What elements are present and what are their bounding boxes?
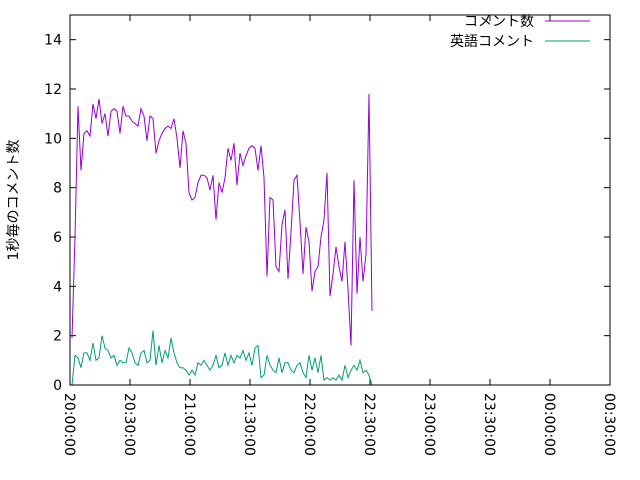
y-tick-label: 2 [53,329,62,345]
legend-label: コメント数 [464,14,534,30]
plot-frame [69,14,611,386]
y-tick-label: 14 [44,33,62,49]
y-tick-label: 6 [53,230,62,246]
y-tick-label: 10 [44,131,62,147]
x-tick-label: 22:30:00 [361,393,377,456]
x-tick-label: 00:00:00 [541,393,557,456]
series-layer [71,93,373,386]
y-tick-label: 0 [53,378,62,394]
x-tick-label: 20:00:00 [61,393,77,456]
x-tick-label: 21:00:00 [181,393,197,456]
y-tick-label: 12 [44,82,62,98]
series-line-1 [71,330,373,386]
series-line-0 [71,93,373,346]
x-axis-ticks: 20:00:00 20:30:00 21:00:00 21:30:00 22:00:00… [61,15,617,456]
y-tick-label: 4 [53,279,62,295]
x-tick-label: 20:30:00 [121,393,137,456]
x-tick-label: 23:30:00 [481,393,497,456]
y-tick-label: 8 [53,181,62,197]
x-tick-label: 00:30:00 [601,393,617,456]
x-tick-label: 21:30:00 [241,393,257,456]
legend-label: 英語コメント [450,33,534,50]
x-tick-label: 23:00:00 [421,393,437,456]
y-axis-ticks: 0 2 4 6 8 10 12 14 [44,33,610,394]
y-axis-label: 1秒毎のコメント数 [6,140,22,261]
x-tick-label: 22:00:00 [301,393,317,456]
